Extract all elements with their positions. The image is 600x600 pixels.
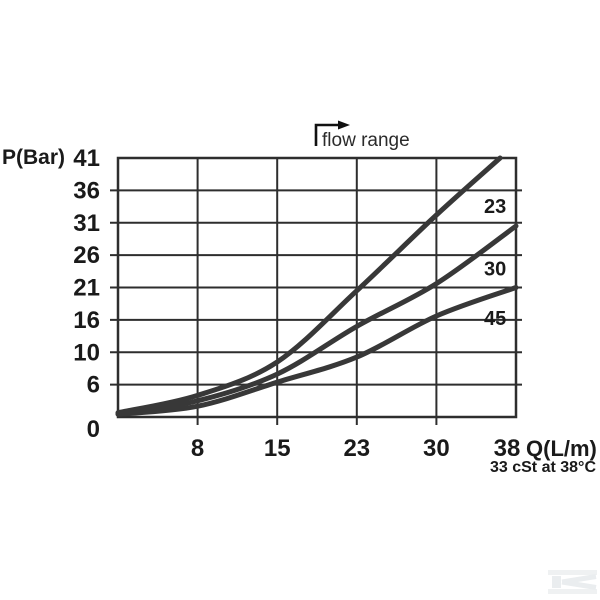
curve-label-30: 30	[484, 259, 506, 281]
curve-30	[115, 223, 519, 417]
y-tick-label: 41	[73, 145, 100, 172]
flow-range-arrow-icon	[314, 120, 350, 146]
curve-45	[115, 285, 519, 417]
x-tick-label: 15	[264, 435, 291, 462]
y-tick-label: 16	[73, 307, 100, 334]
y-tick-label: 36	[73, 177, 100, 204]
x-tick-label: 23	[343, 435, 370, 462]
curve-23	[115, 155, 503, 416]
y-tick-label: 31	[73, 210, 100, 237]
kramp-watermark-logo	[548, 570, 597, 594]
x-axis-title: Q(L/m)	[526, 436, 597, 461]
curve-label-45: 45	[484, 308, 506, 330]
curve-label-23: 23	[484, 196, 506, 218]
x-tick-label: 30	[423, 435, 450, 462]
y-tick-label: 10	[73, 339, 100, 366]
x-tick-label: 8	[191, 435, 204, 462]
grid-lines	[110, 158, 522, 425]
y-tick-label: 21	[73, 275, 100, 302]
y-tick-label: 6	[87, 372, 100, 399]
viscosity-note: 33 cSt at 38°C	[489, 459, 596, 476]
x-tick-label: 38	[494, 435, 521, 462]
y-axis-title: P(Bar)	[2, 146, 66, 169]
y-tick-label: 26	[73, 242, 100, 269]
y-tick-label: 0	[87, 416, 100, 443]
flow-range-label: flow range	[322, 130, 410, 151]
